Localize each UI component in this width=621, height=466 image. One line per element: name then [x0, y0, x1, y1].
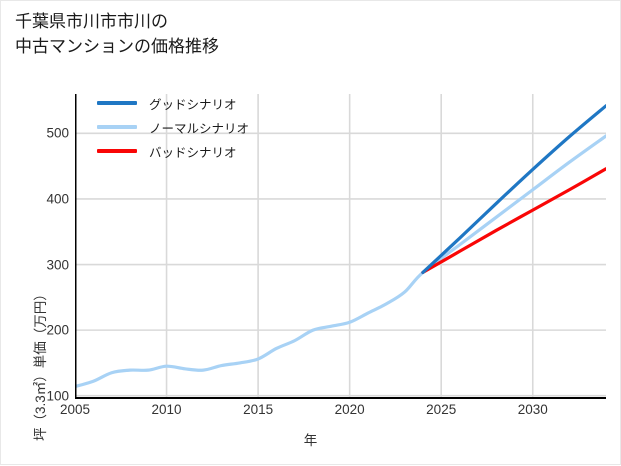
- chart-legend: グッドシナリオ ノーマルシナリオ バッドシナリオ: [97, 91, 249, 163]
- legend-item-label: バッドシナリオ: [149, 145, 237, 160]
- plot-area: [75, 94, 606, 399]
- legend-color-swatch: [97, 125, 137, 129]
- series-line: [75, 134, 606, 389]
- x-tick-label: 2015: [243, 402, 274, 417]
- chart-title-line-1: 千葉県市川市市川の: [15, 12, 168, 31]
- legend-item-label: ノーマルシナリオ: [149, 121, 250, 136]
- legend-color-swatch: [97, 101, 137, 105]
- x-tick-label: 2025: [426, 402, 457, 417]
- x-tick-label: 2020: [334, 402, 365, 417]
- chart-svg: [75, 94, 606, 399]
- legend-item[interactable]: バッドシナリオ: [97, 139, 249, 163]
- y-tick-label: 100: [46, 388, 69, 404]
- chart-title: 千葉県市川市市川の 中古マンションの価格推移: [15, 9, 219, 59]
- legend-color-swatch: [97, 149, 137, 153]
- x-tick-label: 2010: [151, 402, 182, 417]
- gridlines: [75, 94, 606, 399]
- x-tick-label: 2005: [59, 402, 91, 417]
- series-line: [421, 167, 606, 275]
- series-lines: [75, 104, 606, 389]
- y-tick-label: 200: [46, 322, 69, 338]
- x-tick-label: 2030: [517, 402, 548, 417]
- y-tick-label: 500: [46, 125, 69, 141]
- y-tick-label: 300: [46, 257, 69, 273]
- chart-title-line-2: 中古マンションの価格推移: [15, 37, 219, 56]
- x-axis-label: 年: [303, 433, 318, 448]
- legend-item[interactable]: グッドシナリオ: [97, 91, 249, 115]
- y-axis-ticks: 100 200 300 400 500: [1, 1, 69, 466]
- series-line: [421, 104, 606, 275]
- legend-item-label: グッドシナリオ: [149, 97, 237, 112]
- legend-item[interactable]: ノーマルシナリオ: [97, 115, 249, 139]
- y-tick-label: 400: [46, 191, 69, 207]
